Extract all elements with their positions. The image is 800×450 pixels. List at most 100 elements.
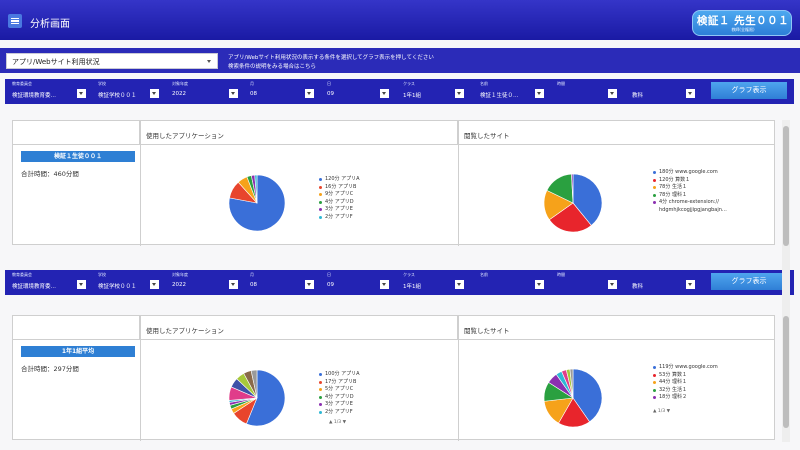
filter-year-dropdown[interactable] xyxy=(229,89,238,98)
pie-slice xyxy=(569,368,574,399)
legend-label: 5分 アプリC xyxy=(325,386,354,393)
filter-label-student: 名前 xyxy=(480,272,488,277)
sites-column-header: 閲覧したサイト xyxy=(458,121,775,145)
chevron-down-icon xyxy=(307,283,311,286)
filter-board-value: 検証環境教育委… xyxy=(12,284,57,290)
legend-item: 5分 アプリC xyxy=(319,386,360,394)
filter-class-dropdown[interactable] xyxy=(455,89,464,98)
filter-time-dropdown[interactable] xyxy=(608,280,617,289)
filter-school-dropdown[interactable] xyxy=(150,89,159,98)
filter-month-value: 08 xyxy=(250,91,257,97)
apps-legend-pager[interactable]: ▲ 1/3 ▼ xyxy=(329,420,347,425)
filter-month-dropdown[interactable] xyxy=(305,89,314,98)
filter-label-day: 日 xyxy=(327,272,331,277)
legend-marker xyxy=(653,186,656,190)
column-divider xyxy=(458,316,459,441)
hamburger-menu-icon[interactable] xyxy=(8,14,22,28)
filter-school-value: 検証学校００１ xyxy=(98,284,137,290)
sites-legend-pager[interactable]: ▲ 1/3 ▼ xyxy=(653,409,671,414)
scrollbar-thumb[interactable] xyxy=(783,126,789,246)
scrollbar-thumb[interactable] xyxy=(783,316,789,428)
legend-item: 16分 アプリB xyxy=(319,184,360,192)
legend-item: hdgmhjkcogjjipgjangbajn… xyxy=(653,207,727,215)
filter-bar-student: 教育委員会 学校 対象年度 月 日 クラス 名前 時間 検証環境教育委… 検証学校００１ 2022 0… xyxy=(5,79,794,104)
filter-student-dropdown[interactable] xyxy=(535,280,544,289)
legend-item: 4分 chrome-extension:// xyxy=(653,199,727,207)
view-type-select[interactable]: アプリ/Webサイト利用状況 xyxy=(6,53,218,69)
total-time: 合計時間：297分間 xyxy=(21,365,79,373)
sites-pie-chart xyxy=(543,173,603,233)
chevron-down-icon xyxy=(152,283,156,286)
legend-item: 119分 www.google.com xyxy=(653,364,718,372)
filter-year-value: 2022 xyxy=(172,91,186,97)
pie-slice xyxy=(548,202,592,233)
filter-subject-dropdown[interactable] xyxy=(686,280,695,289)
filter-subject-value: 教科 xyxy=(632,284,644,290)
filter-month-value: 08 xyxy=(250,282,257,288)
legend-item: 100分 アプリA xyxy=(319,371,360,379)
column-divider xyxy=(140,316,141,441)
apps-legend: 120分 アプリA 16分 アプリB 9分 アプリC 4分 アプリD 3分 アプリE 2分… xyxy=(319,176,360,222)
legend-marker xyxy=(653,201,656,205)
legend-marker xyxy=(319,208,322,212)
filter-time-dropdown[interactable] xyxy=(608,89,617,98)
legend-label: 4分 アプリD xyxy=(325,198,354,205)
filter-student-dropdown[interactable] xyxy=(535,89,544,98)
subject-name-badge: 検証１生徒００１ xyxy=(21,151,135,162)
filter-board-dropdown[interactable] xyxy=(77,89,86,98)
legend-label: 32分 生活１ xyxy=(659,386,687,393)
legend-marker xyxy=(319,215,322,219)
filter-label-school: 学校 xyxy=(98,272,106,277)
legend-marker xyxy=(319,410,322,414)
user-name: 検証１ 先生００１ xyxy=(696,15,790,27)
apps-column-header: 使用したアプリケーション xyxy=(140,316,458,340)
legend-item: 32分 生活１ xyxy=(653,387,718,395)
scrollbar[interactable] xyxy=(782,120,790,442)
legend-marker xyxy=(319,373,322,376)
class-average-usage-panel: 使用したアプリケーション 閲覧したサイト 1年1組平均 合計時間：297分間 100分 … xyxy=(12,315,775,441)
legend-label: 78分 理科１ xyxy=(659,191,687,198)
filter-bar-class: 教育委員会 学校 対象年度 月 日 クラス 名前 時間 検証環境教育委… 検証学校００１ 2022 0… xyxy=(5,270,794,295)
legend-marker xyxy=(653,388,656,392)
filter-subject-dropdown[interactable] xyxy=(686,89,695,98)
show-graph-button[interactable]: グラフ表示 xyxy=(711,82,787,99)
filter-month-dropdown[interactable] xyxy=(305,280,314,289)
legend-item: 18分 理科２ xyxy=(653,394,718,402)
legend-label: 18分 理科２ xyxy=(659,394,687,401)
filter-board-dropdown[interactable] xyxy=(77,280,86,289)
legend-marker xyxy=(319,395,322,399)
filter-school-dropdown[interactable] xyxy=(150,280,159,289)
legend-marker xyxy=(319,388,322,392)
total-time: 合計時間：460分間 xyxy=(21,170,79,178)
legend-item: 2分 アプリF xyxy=(319,214,360,222)
show-graph-button[interactable]: グラフ表示 xyxy=(711,273,787,290)
legend-label: 44分 理科１ xyxy=(659,379,687,386)
filter-day-dropdown[interactable] xyxy=(380,89,389,98)
chevron-down-icon xyxy=(537,283,541,286)
filter-label-time: 時間 xyxy=(557,81,565,86)
filter-class-dropdown[interactable] xyxy=(455,280,464,289)
legend-label: 17分 アプリB xyxy=(325,378,357,385)
legend-item: 44分 理科１ xyxy=(653,379,718,387)
legend-item: 3分 アプリE xyxy=(319,206,360,214)
legend-item: 78分 理科１ xyxy=(653,192,727,200)
filter-day-dropdown[interactable] xyxy=(380,280,389,289)
filter-year-dropdown[interactable] xyxy=(229,280,238,289)
chevron-down-icon xyxy=(307,92,311,95)
search-help-link[interactable]: 検索条件の説明をみる場合はこちら xyxy=(228,64,317,70)
filter-day-value: 09 xyxy=(327,91,334,97)
legend-marker xyxy=(653,193,656,197)
legend-marker xyxy=(319,185,322,189)
apps-legend: 100分 アプリA 17分 アプリB 5分 アプリC 4分 アプリD 3分 アプリE 2分… xyxy=(319,371,360,417)
filter-subject-value: 教科 xyxy=(632,93,644,99)
column-divider xyxy=(458,121,459,246)
legend-item: 3分 アプリE xyxy=(319,401,360,409)
column-divider xyxy=(140,121,141,246)
filter-class-value: 1年1組 xyxy=(403,93,421,99)
legend-item: 180分 www.google.com xyxy=(653,169,727,177)
filter-label-time: 時間 xyxy=(557,272,565,277)
legend-label: 53分 算数１ xyxy=(659,371,687,378)
legend-item: 4分 アプリD xyxy=(319,394,360,402)
view-selector-bar: アプリ/Webサイト利用状況 アプリ/Webサイト利用状況の表示する条件を選択し… xyxy=(0,48,800,73)
user-profile-button[interactable]: 検証１ 先生００１ 教師(全権限) xyxy=(692,10,792,36)
